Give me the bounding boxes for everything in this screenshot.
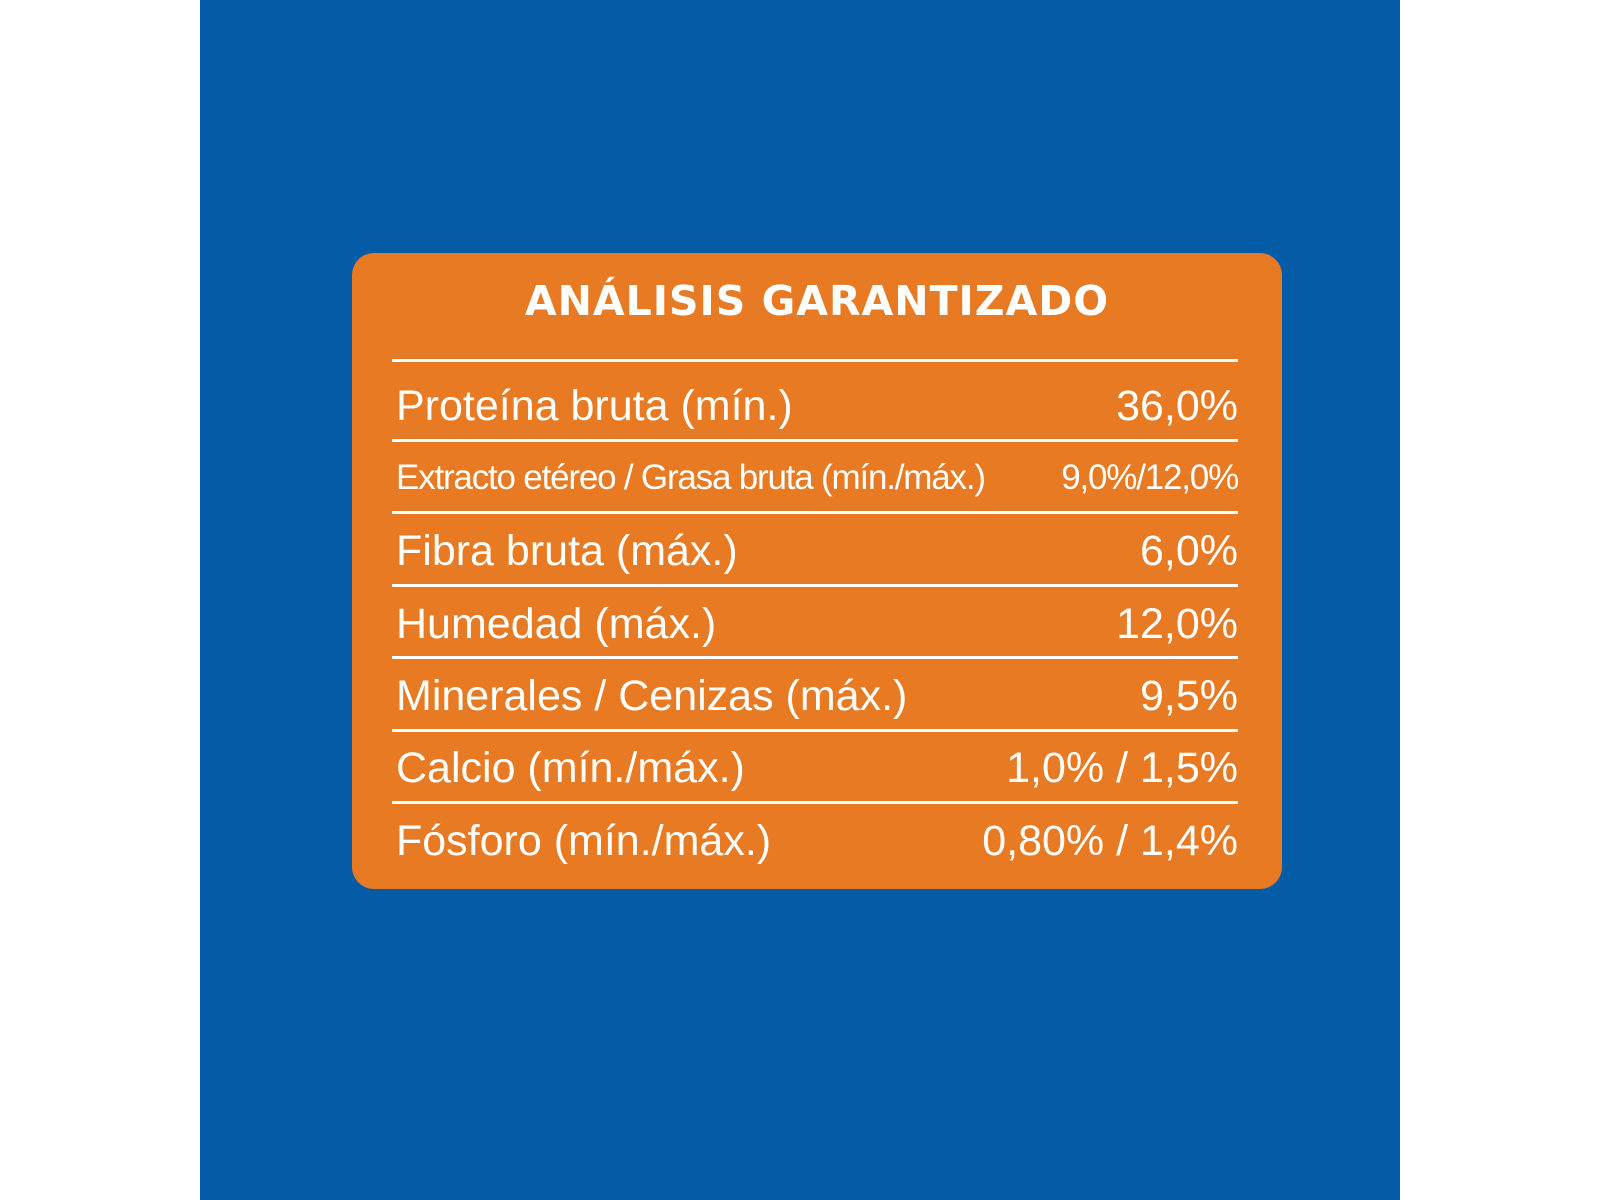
nutrient-value: 1,0% / 1,5% (1006, 743, 1238, 792)
nutrient-label: Fósforo (mín./máx.) (396, 816, 772, 865)
divider (392, 439, 1238, 442)
divider (392, 656, 1238, 659)
card-title: ANÁLISIS GARANTIZADO (524, 277, 1110, 325)
nutrient-label: Calcio (mín./máx.) (396, 743, 745, 792)
table-row: Extracto etéreo / Grasa bruta (mín./máx.… (396, 449, 1239, 507)
table-row: Fósforo (mín./máx.) 0,80% / 1,4% (396, 812, 1238, 870)
nutrient-value: 6,0% (1139, 526, 1238, 575)
divider (392, 729, 1238, 732)
table-row: Minerales / Cenizas (máx.) 9,5% (396, 667, 1238, 725)
nutrient-label: Fibra bruta (máx.) (396, 526, 738, 575)
divider (392, 511, 1238, 514)
nutrient-value: 9,5% (1139, 671, 1238, 720)
table-row: Fibra bruta (máx.) 6,0% (396, 522, 1238, 580)
nutrient-label: Minerales / Cenizas (máx.) (396, 671, 908, 720)
table-row: Proteína bruta (mín.) 36,0% (396, 377, 1238, 435)
nutrient-value: 9,0%/12,0% (1061, 458, 1239, 497)
table-row: Calcio (mín./máx.) 1,0% / 1,5% (396, 739, 1238, 797)
nutrient-value: 36,0% (1116, 381, 1238, 430)
nutrient-label: Humedad (máx.) (396, 599, 717, 648)
divider (392, 584, 1238, 587)
nutrient-value: 0,80% / 1,4% (982, 816, 1238, 865)
nutrient-label: Extracto etéreo / Grasa bruta (mín./máx.… (396, 458, 986, 497)
nutrient-value: 12,0% (1116, 599, 1238, 648)
divider (392, 359, 1238, 362)
guaranteed-analysis-card: ANÁLISIS GARANTIZADO Proteína bruta (mín… (352, 253, 1282, 889)
divider (392, 801, 1238, 804)
table-row: Humedad (máx.) 12,0% (396, 595, 1238, 653)
nutrient-label: Proteína bruta (mín.) (396, 381, 793, 430)
